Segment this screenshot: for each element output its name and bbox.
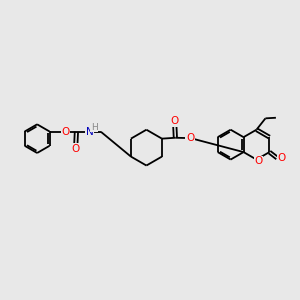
Text: H: H [91,123,98,132]
Text: O: O [254,156,262,166]
Text: O: O [72,143,80,154]
Text: O: O [171,116,179,126]
Text: O: O [186,133,194,143]
Text: O: O [277,153,286,163]
Text: N: N [86,127,93,137]
Text: O: O [61,127,70,137]
